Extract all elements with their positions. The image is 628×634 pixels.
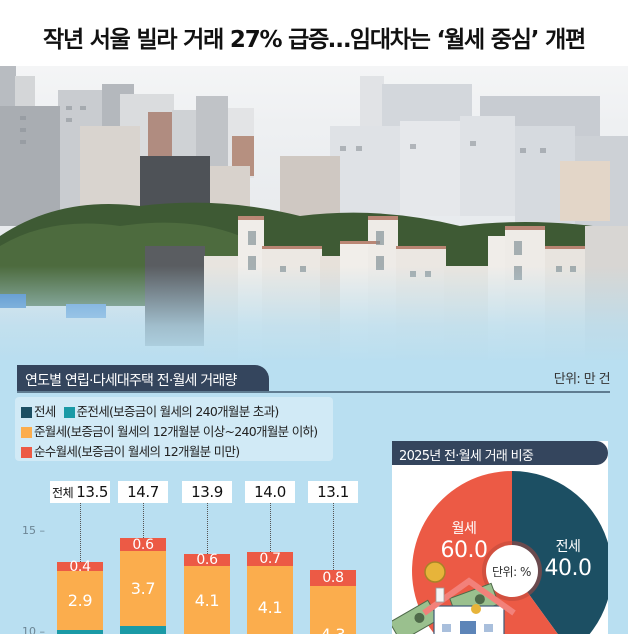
y-tick-15: 15 – [22,524,45,537]
bar-chart-unit: 단위: 만 건 [553,372,611,387]
legend-row: 준월세(보증금이 월세의 12개월분 이상~240개월분 이하) [21,422,327,442]
legend-label-semi-wolse: 준월세(보증금이 월세의 12개월분 이상~240개월분 이하) [34,424,318,439]
leader-line [333,503,334,570]
total-prefix: 전체 [51,486,74,500]
bar-1-semi-wolse: 2.9 [57,571,103,630]
total-label-2: 14.7 [118,481,168,503]
bar-5-pure-wolse: 0.8 [310,570,356,586]
villa-cityscape-photo [0,66,628,366]
total-label-5: 13.1 [308,481,358,503]
total-label-3: 13.9 [182,481,232,503]
legend-swatch-semi-wolse [21,426,32,438]
leader-line [80,503,81,562]
pie-label-wolse: 월세 60.0 [440,521,488,563]
bar-3-semi-wolse: 4.1 [184,566,230,634]
legend-label-pure-wolse: 순수월세(보증금이 월세의 12개월분 미만) [34,444,240,459]
bar-5-semi-wolse: 4.3 [310,586,356,634]
bar-chart-title: 연도별 연립·다세대주택 전·월세 거래량 [17,365,269,392]
house-icon [422,577,516,634]
leader-line [143,503,144,538]
leader-line [270,503,271,552]
legend-label-jeonse: 전세 [34,404,56,419]
headline: 작년 서울 빌라 거래 27% 급증…임대차는 ‘월세 중심’ 개편 [0,0,628,66]
bar-1-semi-jeonse [57,630,103,634]
photo-fade-overlay [0,266,628,366]
pie-center-unit: 단위: % [492,565,531,579]
bar-4-semi-wolse: 4.1 [247,566,293,634]
pie-slice-jeonse [512,471,608,634]
pie-label-jeonse: 전세 40.0 [544,539,592,581]
title-divider [17,391,610,393]
legend-label-semi-jeonse: 준전세(보증금이 월세의 240개월분 초과) [76,404,280,419]
bar-2-semi-jeonse [120,626,166,634]
legend-swatch-jeonse [21,406,32,418]
legend-swatch-semi-jeonse [63,406,75,418]
coin-icon [471,604,481,614]
bar-2-pure-wolse: 0.6 [120,537,166,553]
y-tick-10: 10 – [22,625,45,634]
leader-line [207,503,208,554]
coin-icon [424,561,446,583]
pie-chart [392,471,608,634]
pie-center-hole [486,545,538,597]
legend-row: 전세 준전세(보증금이 월세의 240개월분 초과) [21,402,327,422]
bar-4-pure-wolse: 0.7 [247,551,293,567]
bar-chart-legend: 전세 준전세(보증금이 월세의 240개월분 초과) 준월세(보증금이 월세의 … [15,397,333,461]
total-label-1: 전체 13.5 [50,481,110,503]
bar-3-pure-wolse: 0.6 [184,552,230,568]
pie-chart-title: 2025년 전·월세 거래 비중 [392,441,608,465]
bar-2-semi-wolse: 3.7 [120,551,166,626]
legend-swatch-pure-wolse [21,446,32,458]
legend-row: 순수월세(보증금이 월세의 12개월분 미만) [21,442,327,462]
bar-1-pure-wolse: 0.4 [57,559,103,575]
total-label-4: 14.0 [245,481,295,503]
